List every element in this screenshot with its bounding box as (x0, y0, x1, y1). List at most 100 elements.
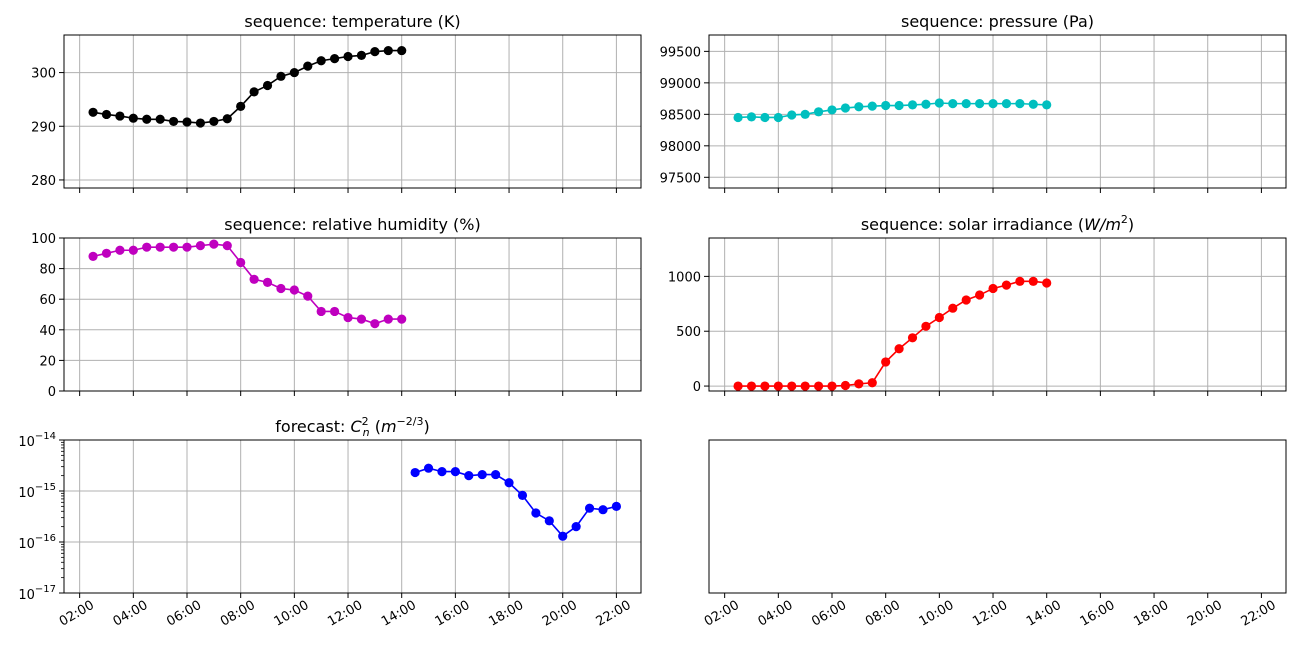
data-point (1028, 276, 1038, 286)
x-tick-label: 18:00 (1131, 598, 1171, 630)
data-point (867, 101, 877, 111)
axes-frame (63, 34, 642, 189)
y-tick-label: 290 (31, 120, 56, 135)
data-point (934, 98, 944, 108)
y-tick-label: 10−17 (18, 584, 56, 603)
data-point (249, 87, 259, 97)
data-point (934, 312, 944, 323)
data-point (907, 100, 918, 110)
axes-frame (708, 237, 1287, 392)
data-point (182, 242, 192, 252)
data-point (303, 61, 313, 71)
data-point (115, 111, 125, 121)
data-point (961, 295, 971, 305)
subplot-title: sequence: pressure (Pa) (901, 12, 1094, 31)
subplot-top-right: 97500 98000 98500 99000 99500 sequence: press… (660, 12, 1287, 193)
data-point (733, 381, 743, 391)
x-tick-label: 06:00 (164, 598, 204, 630)
data-point (168, 242, 179, 252)
data-point (800, 109, 810, 119)
data-point (1028, 99, 1038, 109)
x-tick-label: 04:00 (756, 598, 796, 630)
y-tick-label: 100 (31, 232, 56, 247)
data-point (356, 50, 367, 61)
data-point (760, 381, 770, 391)
data-point (571, 522, 581, 532)
y-tick-label: 10−14 (18, 431, 56, 450)
x-tick-label: 16:00 (1078, 598, 1118, 630)
data-point (101, 248, 112, 258)
data-point (128, 113, 138, 123)
data-point (491, 469, 501, 480)
data-point (209, 116, 219, 127)
y-tick-label: 98500 (660, 108, 701, 123)
data-point (370, 47, 380, 57)
data-point (195, 241, 206, 251)
data-point (330, 306, 340, 317)
data-point (760, 112, 770, 123)
data-point (249, 274, 259, 284)
subplot-title: forecast: C2 n (m−2/3) (275, 415, 429, 439)
x-tick-label: 16:00 (433, 598, 473, 630)
data-point (128, 245, 138, 255)
data-point (867, 378, 877, 388)
data-point (907, 333, 918, 343)
y-tick-label: 40 (39, 324, 56, 339)
data-point (961, 99, 971, 109)
data-point (88, 107, 98, 117)
x-tick-label: 10:00 (272, 598, 312, 630)
data-point (975, 290, 985, 300)
data-point (773, 112, 783, 123)
y-tick-label: 10−16 (18, 533, 56, 552)
x-tick-label: 08:00 (218, 598, 258, 630)
data-point (303, 291, 313, 301)
y-tick-label: 60 (39, 293, 56, 308)
y-tick-label: 80 (39, 263, 56, 278)
data-point (813, 107, 824, 117)
x-tick-label: 02:00 (702, 598, 742, 630)
data-point (558, 531, 568, 541)
data-point (584, 503, 595, 513)
subplot-title: sequence: relative humidity (%) (224, 215, 480, 234)
series-line (738, 102, 1047, 119)
data-point (383, 314, 393, 324)
subplot-middle-left: 0 20 40 60 80 100 sequence: relative humidity … (31, 215, 642, 400)
data-point (101, 109, 112, 120)
data-point (343, 51, 353, 62)
x-tick-label: 22:00 (1239, 598, 1279, 630)
data-point (343, 312, 353, 323)
data-point (222, 114, 232, 124)
x-tick-label: 18:00 (486, 598, 526, 630)
data-point (787, 110, 797, 120)
y-tick-label: 99500 (660, 45, 701, 60)
data-point (881, 100, 891, 111)
data-point (611, 501, 621, 511)
y-tick-label: 10−15 (18, 482, 56, 501)
data-point (115, 245, 125, 255)
data-point (276, 71, 286, 81)
data-point (921, 99, 931, 109)
data-point (182, 117, 192, 127)
data-point (289, 285, 299, 295)
data-point (450, 467, 460, 477)
data-point (289, 67, 299, 78)
data-point (800, 381, 810, 391)
data-point (1042, 100, 1052, 110)
subplot-middle-right: 0 500 1000 sequence: solar irradiance (W/m2… (668, 213, 1287, 396)
series-line (92, 243, 402, 325)
data-point (316, 306, 326, 317)
subplot-bottom-left: 02:00 04:00 06:00 08:00 10:00 12:00 14:00 16:00… (18, 415, 642, 630)
data-point (330, 54, 340, 64)
x-tick-label: 08:00 (863, 598, 903, 630)
x-tick-label: 04:00 (111, 598, 151, 630)
data-point (1015, 99, 1025, 109)
data-point (746, 381, 757, 391)
data-point (276, 283, 286, 294)
axes-frame (63, 237, 642, 392)
axes-frame (708, 439, 1287, 594)
data-point (236, 257, 246, 268)
x-tick-label: 02:00 (57, 598, 97, 630)
data-point (195, 118, 206, 128)
data-point (504, 478, 514, 488)
subplot-title: sequence: temperature (K) (244, 12, 460, 31)
